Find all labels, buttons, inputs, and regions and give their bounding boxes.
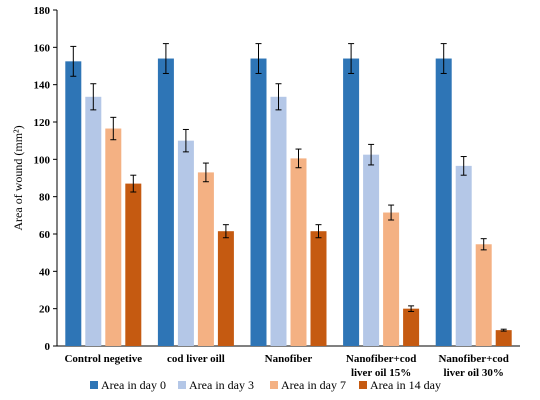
y-tick-label: 0 <box>45 341 51 353</box>
legend-label: Area in 14 day <box>370 378 441 392</box>
y-axis: 0 20 40 60 80 100 120 140 160 180 <box>34 5 58 353</box>
category-label: Control negetive <box>64 353 142 365</box>
y-tick-label: 180 <box>34 5 51 17</box>
bar <box>495 330 512 346</box>
bar <box>435 58 452 347</box>
legend: Area in day 0 Area in day 3 Area in day 7 A… <box>90 378 441 392</box>
legend-swatch <box>359 381 367 389</box>
legend-swatch <box>178 381 186 389</box>
y-tick-label: 40 <box>39 266 51 278</box>
bar <box>250 58 267 347</box>
bar <box>363 154 380 346</box>
category-label: Nanofiber+cod <box>346 353 416 365</box>
y-tick-label: 160 <box>34 42 51 54</box>
bar <box>383 212 400 346</box>
y-tick-label: 20 <box>39 304 51 316</box>
y-axis-label: Area of wound (mm²) <box>11 125 25 230</box>
bar <box>217 231 234 346</box>
y-tick-label: 100 <box>34 154 51 166</box>
bar <box>310 231 327 346</box>
legend-swatch <box>90 381 98 389</box>
bar <box>197 172 214 346</box>
category-labels: Control negetive cod liver oill Nanofiber N… <box>64 353 508 379</box>
y-tick-label: 60 <box>39 229 51 241</box>
bar <box>290 158 307 346</box>
category-label: Nanofiber+cod <box>438 353 508 365</box>
bar <box>403 308 420 346</box>
bar <box>105 128 122 346</box>
category-label: cod liver oill <box>167 353 225 365</box>
legend-label: Area in day 7 <box>281 378 346 392</box>
bar <box>85 96 102 346</box>
legend-label: Area in day 3 <box>189 378 254 392</box>
bar <box>177 140 194 346</box>
bar <box>65 61 82 346</box>
bar <box>455 165 472 346</box>
bar <box>343 58 360 347</box>
legend-label: Area in day 0 <box>101 378 166 392</box>
y-tick-label: 140 <box>34 80 51 92</box>
bar <box>157 58 174 347</box>
category-label: liver oil 15% <box>351 367 411 379</box>
category-label: liver oil 30% <box>444 367 504 379</box>
bar <box>475 244 492 346</box>
bars <box>65 58 512 347</box>
category-label: Nanofiber <box>265 353 313 365</box>
bar <box>270 96 287 346</box>
y-tick-label: 80 <box>39 192 51 204</box>
legend-swatch <box>270 381 278 389</box>
error-bars <box>70 43 507 332</box>
y-tick-label: 120 <box>34 117 51 129</box>
bar <box>125 183 142 346</box>
